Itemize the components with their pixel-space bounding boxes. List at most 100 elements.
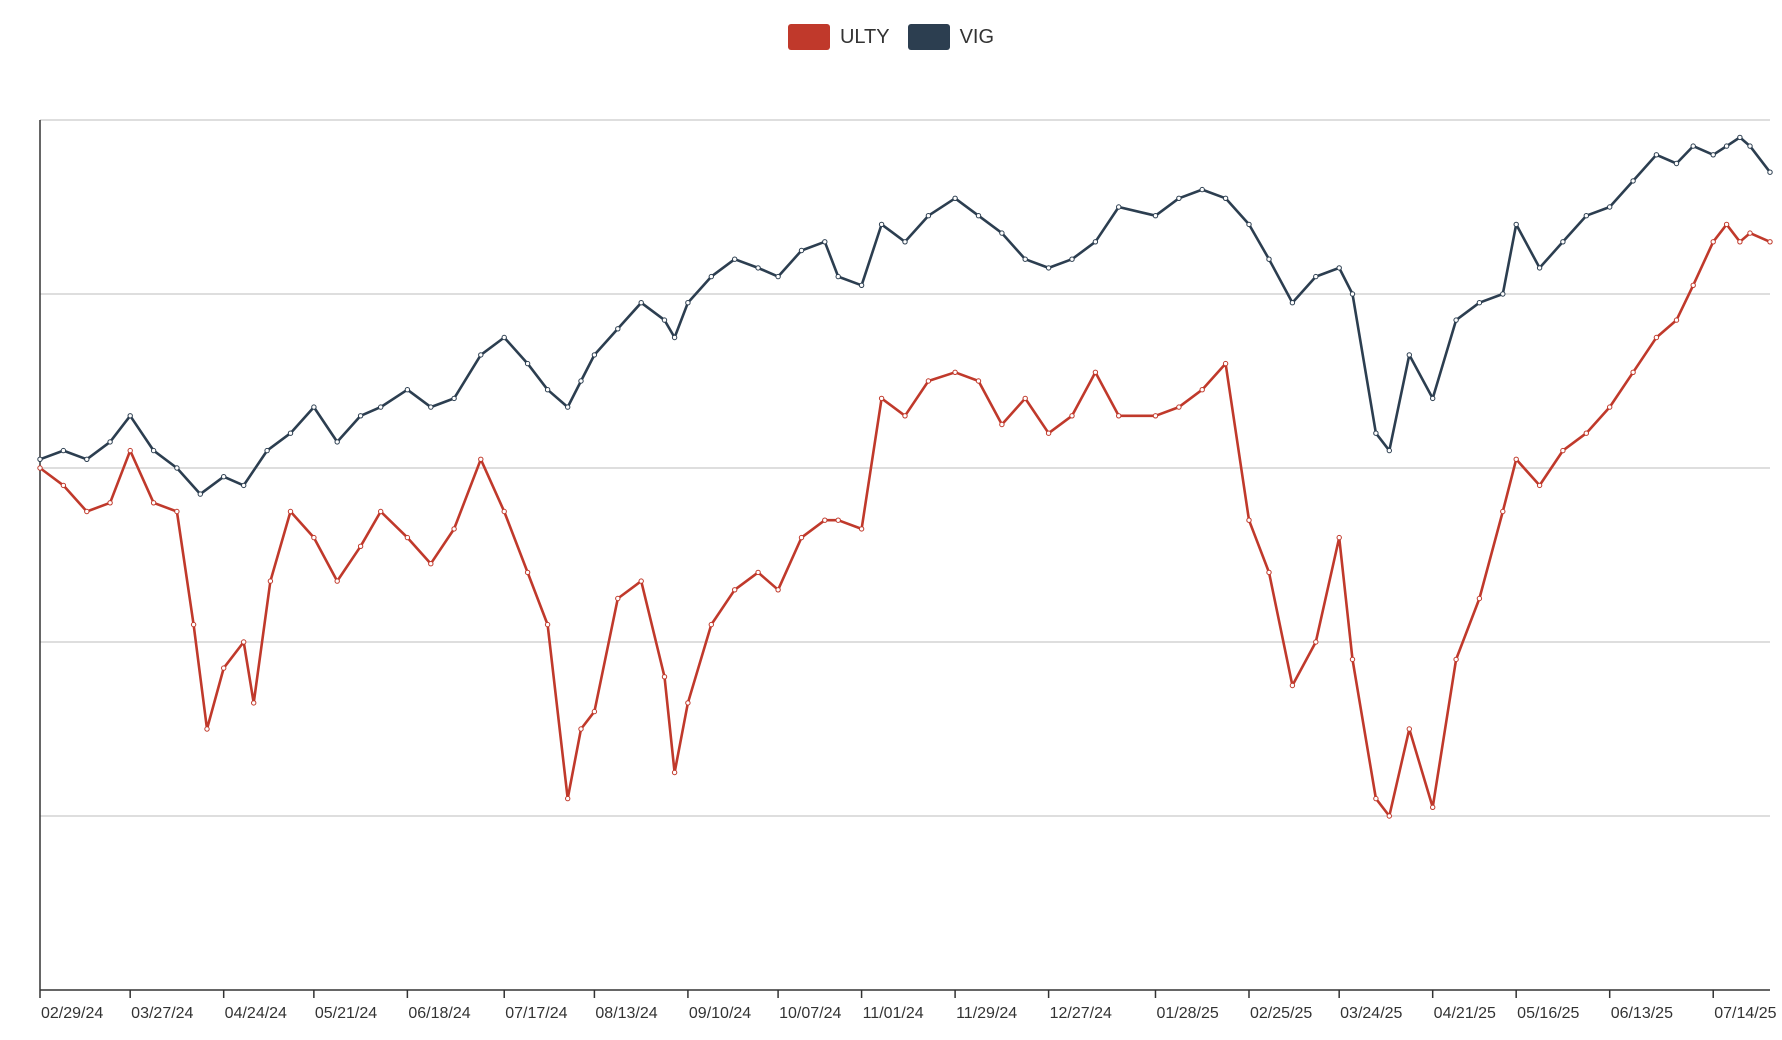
data-point-ulty[interactable] [732,587,738,593]
data-point-vig[interactable] [60,447,67,454]
data-point-ulty[interactable] [1092,369,1099,375]
data-point-ulty[interactable] [1022,395,1028,402]
data-point-vig[interactable] [378,404,384,410]
data-point-vig[interactable] [1583,213,1590,219]
data-point-vig[interactable] [1747,143,1753,149]
legend-item-ulty[interactable]: ULTY [787,24,890,50]
data-point-vig[interactable] [1536,265,1543,271]
data-point-ulty[interactable] [1430,804,1436,810]
data-point-ulty[interactable] [1349,656,1356,663]
data-point-ulty[interactable] [404,534,411,541]
data-point-vig[interactable] [708,273,714,280]
data-point-vig[interactable] [1767,169,1773,175]
data-point-ulty[interactable] [1560,447,1566,454]
data-point-vig[interactable] [858,282,865,288]
data-point-vig[interactable] [334,439,340,445]
data-point-ulty[interactable] [357,543,364,549]
data-point-vig[interactable] [732,256,738,262]
data-point-vig[interactable] [1560,239,1566,245]
data-point-vig[interactable] [1246,221,1252,228]
data-point-ulty[interactable] [1199,387,1205,393]
data-point-ulty[interactable] [755,569,761,576]
data-point-vig[interactable] [1289,300,1296,306]
data-point-vig[interactable] [127,413,133,419]
data-point-ulty[interactable] [775,587,781,593]
data-point-ulty[interactable] [1607,404,1613,410]
data-point-ulty[interactable] [1500,508,1506,515]
data-point-ulty[interactable] [287,508,294,515]
data-point-vig[interactable] [1336,265,1342,271]
data-point-vig[interactable] [1500,291,1506,297]
data-point-vig[interactable] [591,352,598,358]
data-point-vig[interactable] [478,352,484,358]
data-point-vig[interactable] [84,456,90,462]
data-point-ulty[interactable] [1767,239,1773,245]
data-point-vig[interactable] [952,195,958,202]
data-point-vig[interactable] [1430,395,1436,402]
data-point-vig[interactable] [1630,178,1636,184]
data-point-ulty[interactable] [878,395,885,402]
data-point-vig[interactable] [578,378,584,384]
data-point-vig[interactable] [404,387,411,393]
data-point-vig[interactable] [1386,447,1393,454]
data-point-vig[interactable] [221,474,227,480]
data-point-vig[interactable] [798,247,805,254]
data-point-ulty[interactable] [378,508,384,515]
data-point-ulty[interactable] [84,508,90,515]
data-point-ulty[interactable] [267,578,274,584]
data-point-ulty[interactable] [221,665,227,671]
data-point-ulty[interactable] [1630,369,1636,375]
data-point-ulty[interactable] [708,621,714,628]
data-point-ulty[interactable] [251,700,257,706]
data-point-ulty[interactable] [975,378,982,384]
data-point-ulty[interactable] [798,534,805,541]
data-point-vig[interactable] [1476,300,1483,306]
data-point-vig[interactable] [264,447,270,454]
data-point-ulty[interactable] [428,561,434,567]
data-point-ulty[interactable] [1386,813,1393,819]
data-point-vig[interactable] [1723,143,1730,149]
data-point-ulty[interactable] [1476,595,1483,602]
data-point-ulty[interactable] [1453,656,1459,663]
data-point-ulty[interactable] [1336,534,1342,541]
data-point-vig[interactable] [902,239,908,245]
data-point-ulty[interactable] [638,578,644,584]
data-point-ulty[interactable] [925,378,932,384]
data-point-vig[interactable] [524,360,531,367]
data-point-vig[interactable] [1069,256,1075,262]
data-point-ulty[interactable] [1737,239,1743,245]
data-point-vig[interactable] [615,326,621,332]
data-point-vig[interactable] [241,482,247,489]
data-point-ulty[interactable] [999,421,1005,428]
data-point-vig[interactable] [174,465,180,471]
data-point-ulty[interactable] [311,534,317,541]
data-point-vig[interactable] [822,239,828,245]
data-point-ulty[interactable] [1406,726,1413,732]
data-point-ulty[interactable] [615,595,621,602]
data-point-ulty[interactable] [1673,317,1680,323]
data-point-ulty[interactable] [685,700,691,706]
data-point-ulty[interactable] [451,526,457,532]
data-point-vig[interactable] [451,395,457,402]
data-point-vig[interactable] [428,404,434,410]
data-point-ulty[interactable] [174,508,180,515]
data-point-vig[interactable] [1045,265,1052,271]
data-point-ulty[interactable] [60,482,67,489]
data-point-ulty[interactable] [524,569,531,576]
data-point-ulty[interactable] [1152,413,1159,419]
data-point-ulty[interactable] [822,517,828,523]
data-point-ulty[interactable] [591,708,598,715]
data-point-vig[interactable] [311,404,317,410]
data-point-vig[interactable] [835,273,841,280]
data-point-ulty[interactable] [334,578,340,584]
data-point-ulty[interactable] [544,621,551,628]
data-point-ulty[interactable] [578,726,584,732]
data-point-vig[interactable] [1406,352,1413,358]
data-point-vig[interactable] [1092,239,1099,245]
data-point-vig[interactable] [287,430,294,436]
data-point-vig[interactable] [661,317,668,323]
data-point-ulty[interactable] [1266,569,1272,576]
data-point-vig[interactable] [1513,221,1519,228]
data-point-vig[interactable] [1266,256,1272,262]
data-point-vig[interactable] [1176,195,1182,202]
